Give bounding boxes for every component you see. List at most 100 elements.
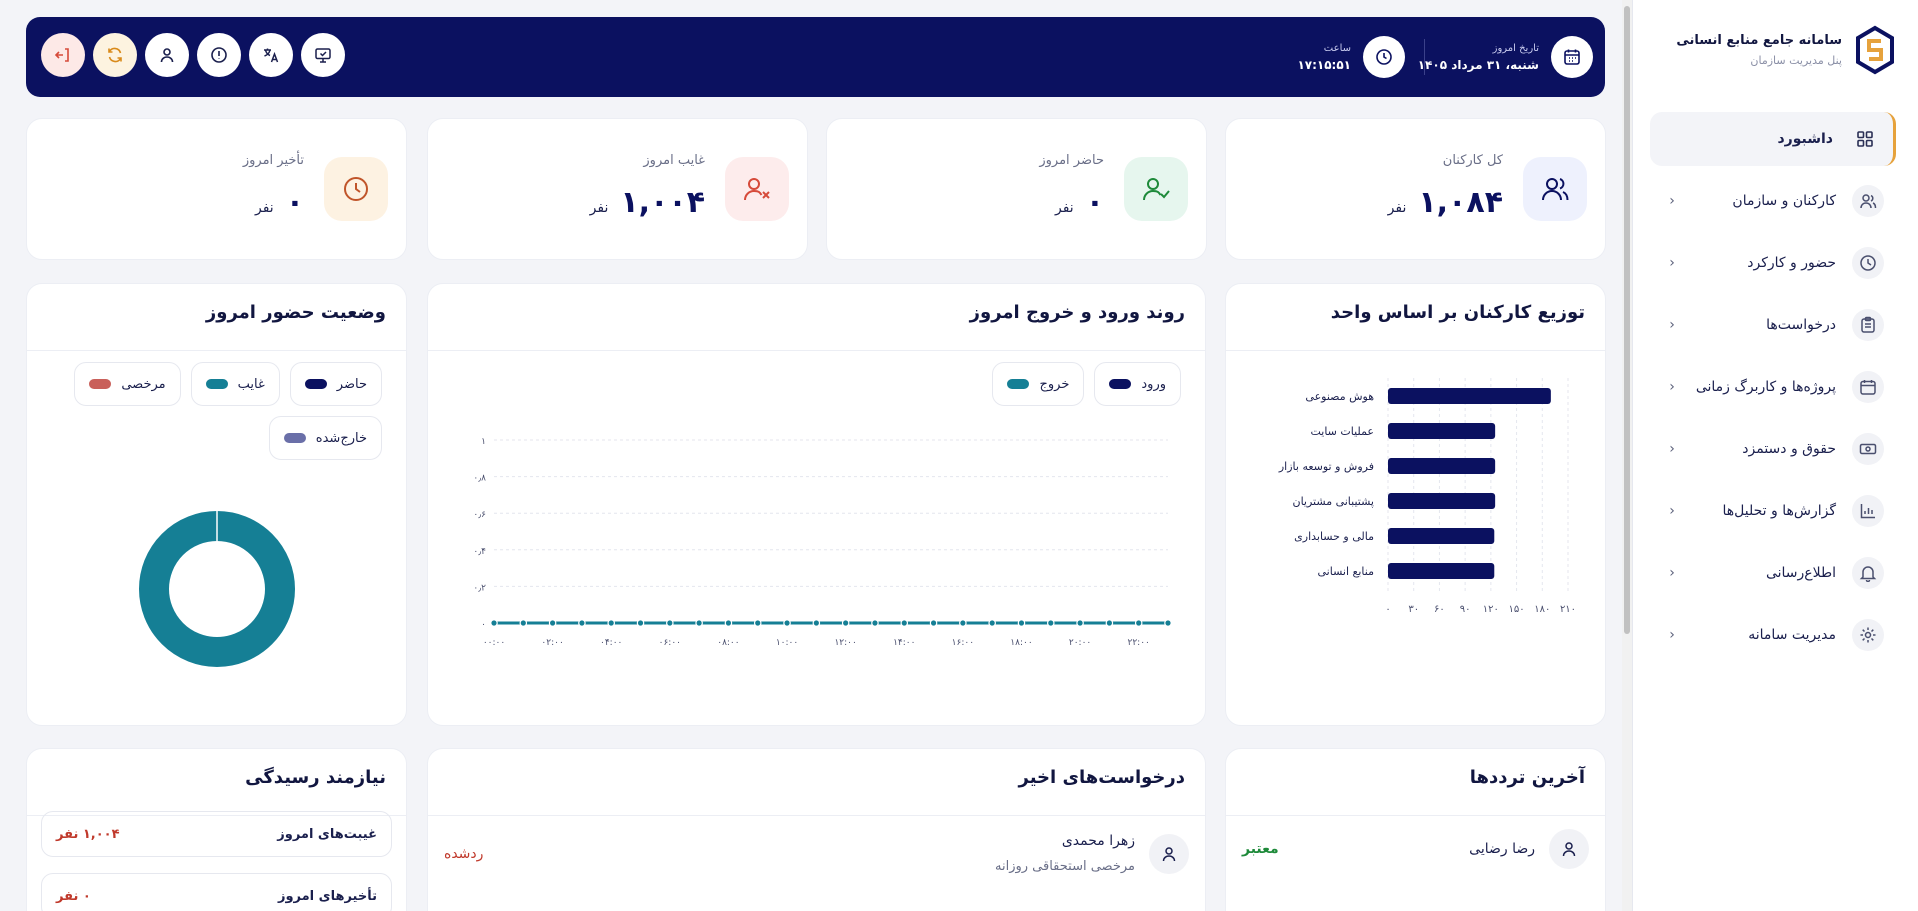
category-label: عملیات سایت xyxy=(1310,425,1374,438)
top-header: تاریخ امروز شنبه، ۳۱ مرداد ۱۴۰۵ ساعت ۱۷:… xyxy=(26,17,1605,97)
panel-title: آخرین ترددها xyxy=(1469,767,1585,788)
legend-item-exit[interactable]: خروج xyxy=(992,362,1085,406)
legend-label: مرخصی xyxy=(121,376,166,392)
chevron-left-icon: ‹ xyxy=(1669,379,1675,395)
x-tick-label: ۰۶:۰۰ xyxy=(659,638,681,648)
attention-row-delays[interactable]: تأخیرهای امروز ۰ نفر xyxy=(41,873,392,911)
legend-item-exited[interactable]: خارج‌شده xyxy=(268,416,382,460)
needs-attention-panel: نیازمند رسیدگی غیبت‌های امروز ۱,۰۰۴ نفر … xyxy=(26,748,407,911)
chart-legend: حاضر غایب مرخصی خارج‌شده xyxy=(52,362,382,460)
sidebar-item-dashboard[interactable]: داشبورد xyxy=(1650,112,1896,166)
legend-item-absent[interactable]: غایب xyxy=(190,362,280,406)
y-tick-label: ۰٫۴ xyxy=(473,547,486,557)
legend-item-leave[interactable]: مرخصی xyxy=(74,362,181,406)
stat-card-total: کل کارکنان ۱,۰۸۴ نفر xyxy=(1225,118,1606,260)
status-badge: معتبر xyxy=(1242,841,1279,857)
sidebar-item-label: اطلاع‌رسانی xyxy=(1765,565,1836,581)
trend-line-chart: ۰ ۰٫۲ ۰٫۴ ۰٫۶ ۰٫۸ ۱ ۰۰:۰۰ ۰۲:۰۰ ۰۴:۰۰ ۰۶:۰۰ ۰۸:۰۰ ۱… xyxy=(473,437,1172,648)
data-point xyxy=(1017,619,1026,627)
y-tick-label: ۰٫۲ xyxy=(473,583,486,593)
data-point xyxy=(695,619,703,627)
sidebar-item-label: حقوق و دستمزد xyxy=(1742,441,1836,457)
sidebar-item-staff[interactable]: کارکنان و سازمان ‹ xyxy=(1650,174,1896,228)
logout-button[interactable] xyxy=(41,33,85,77)
status-donut-chart xyxy=(139,511,295,667)
stat-value-group: ۰ نفر xyxy=(255,185,304,220)
data-point xyxy=(724,619,733,627)
stat-unit: نفر xyxy=(1054,200,1074,216)
divider xyxy=(1226,350,1605,351)
stat-value-group: ۰ نفر xyxy=(1055,185,1104,220)
translate-button[interactable] xyxy=(249,33,293,77)
request-type: مرخصی استحقاقی روزانه xyxy=(995,859,1135,874)
stat-value: ۱,۰۰۴ xyxy=(620,185,705,220)
x-tick-label: ۱۲۰ xyxy=(1483,604,1499,615)
x-tick-label: ۱۵۰ xyxy=(1509,604,1525,615)
list-item[interactable]: رضا رضایی معتبر xyxy=(1242,829,1589,869)
user-icon xyxy=(1549,829,1589,869)
x-tick-label: ۶۰ xyxy=(1434,604,1445,615)
legend-swatch xyxy=(1109,379,1132,389)
data-point xyxy=(1076,619,1084,627)
sidebar-item-system[interactable]: مدیریت سامانه ‹ xyxy=(1650,608,1896,662)
data-point xyxy=(1046,619,1055,627)
brand: سامانه جامع منابع انسانی پنل مدیریت سازم… xyxy=(1646,22,1896,78)
user-check-icon xyxy=(1124,157,1188,221)
y-tick-label: ۱ xyxy=(481,437,486,447)
bar xyxy=(1388,388,1551,404)
panel-title: درخواست‌های اخیر xyxy=(1018,767,1185,788)
legend-item-present[interactable]: حاضر xyxy=(289,362,382,406)
legend-item-entry[interactable]: ورود xyxy=(1094,362,1181,406)
sidebar-item-payroll[interactable]: حقوق و دستمزد ‹ xyxy=(1650,422,1896,476)
main-scrollbar[interactable] xyxy=(1622,0,1632,911)
attention-row-absences[interactable]: غیبت‌های امروز ۱,۰۰۴ نفر xyxy=(41,811,392,857)
y-tick-label: ۰ xyxy=(481,620,486,630)
recent-traffic-panel: آخرین ترددها رضا رضایی معتبر xyxy=(1225,748,1606,911)
alert-button[interactable] xyxy=(197,33,241,77)
legend-swatch xyxy=(1007,379,1030,389)
sidebar-item-attendance[interactable]: حضور و کارکرد ‹ xyxy=(1650,236,1896,290)
category-label: مالی و حسابداری xyxy=(1294,530,1374,543)
data-point xyxy=(871,619,879,627)
category-label: فروش و توسعه بازار xyxy=(1278,460,1374,473)
stat-value-group: ۱,۰۸۴ نفر xyxy=(1388,185,1503,220)
data-point xyxy=(578,619,586,627)
sidebar-item-requests[interactable]: درخواست‌ها ‹ xyxy=(1650,298,1896,352)
sidebar-item-notifications[interactable]: اطلاع‌رسانی ‹ xyxy=(1650,546,1896,600)
data-point xyxy=(1105,619,1114,627)
sidebar-item-projects[interactable]: پروژه‌ها و کاربرگ زمانی ‹ xyxy=(1650,360,1896,414)
panel-title: توزیع کارکنان بر اساس واحد xyxy=(1330,302,1585,323)
cash-icon xyxy=(1852,433,1884,465)
legend-label: غایب xyxy=(237,376,265,392)
panel-title: وضعیت حضور امروز xyxy=(205,302,386,323)
refresh-button[interactable] xyxy=(93,33,137,77)
y-tick-label: ۰٫۶ xyxy=(473,510,486,520)
list-item[interactable]: زهرا محمدی مرخصی استحقاقی روزانه ردشده xyxy=(444,833,1189,874)
profile-button[interactable] xyxy=(145,33,189,77)
stat-label: حاضر امروز xyxy=(1039,153,1104,168)
data-point xyxy=(666,619,674,627)
data-point xyxy=(900,619,909,627)
clock-icon xyxy=(324,157,388,221)
stat-card-late: تأخیر امروز ۰ نفر xyxy=(26,118,407,260)
sidebar-item-reports[interactable]: گزارش‌ها و تحلیل‌ها ‹ xyxy=(1650,484,1896,538)
divider xyxy=(428,350,1205,351)
user-icon xyxy=(1149,833,1189,874)
bar xyxy=(1388,563,1495,579)
chevron-left-icon: ‹ xyxy=(1669,441,1675,457)
data-point xyxy=(988,619,996,627)
brand-logo-icon xyxy=(1854,25,1896,75)
data-point xyxy=(490,619,498,627)
scrollbar-thumb[interactable] xyxy=(1624,6,1630,634)
recent-requests-panel: درخواست‌های اخیر زهرا محمدی مرخصی استحقا… xyxy=(427,748,1206,911)
calendar-icon xyxy=(1551,36,1593,78)
monitor-button[interactable] xyxy=(301,33,345,77)
legend-label: ورود xyxy=(1141,376,1166,392)
gear-icon xyxy=(1852,619,1884,651)
x-tick-label: ۱۰:۰۰ xyxy=(776,638,798,648)
time-label: ساعت xyxy=(1323,42,1351,54)
sidebar-item-label: حضور و کارکرد xyxy=(1747,255,1836,271)
x-tick-label: ۲۰:۰۰ xyxy=(1069,638,1091,648)
legend-swatch xyxy=(283,433,306,443)
data-point xyxy=(519,619,528,627)
